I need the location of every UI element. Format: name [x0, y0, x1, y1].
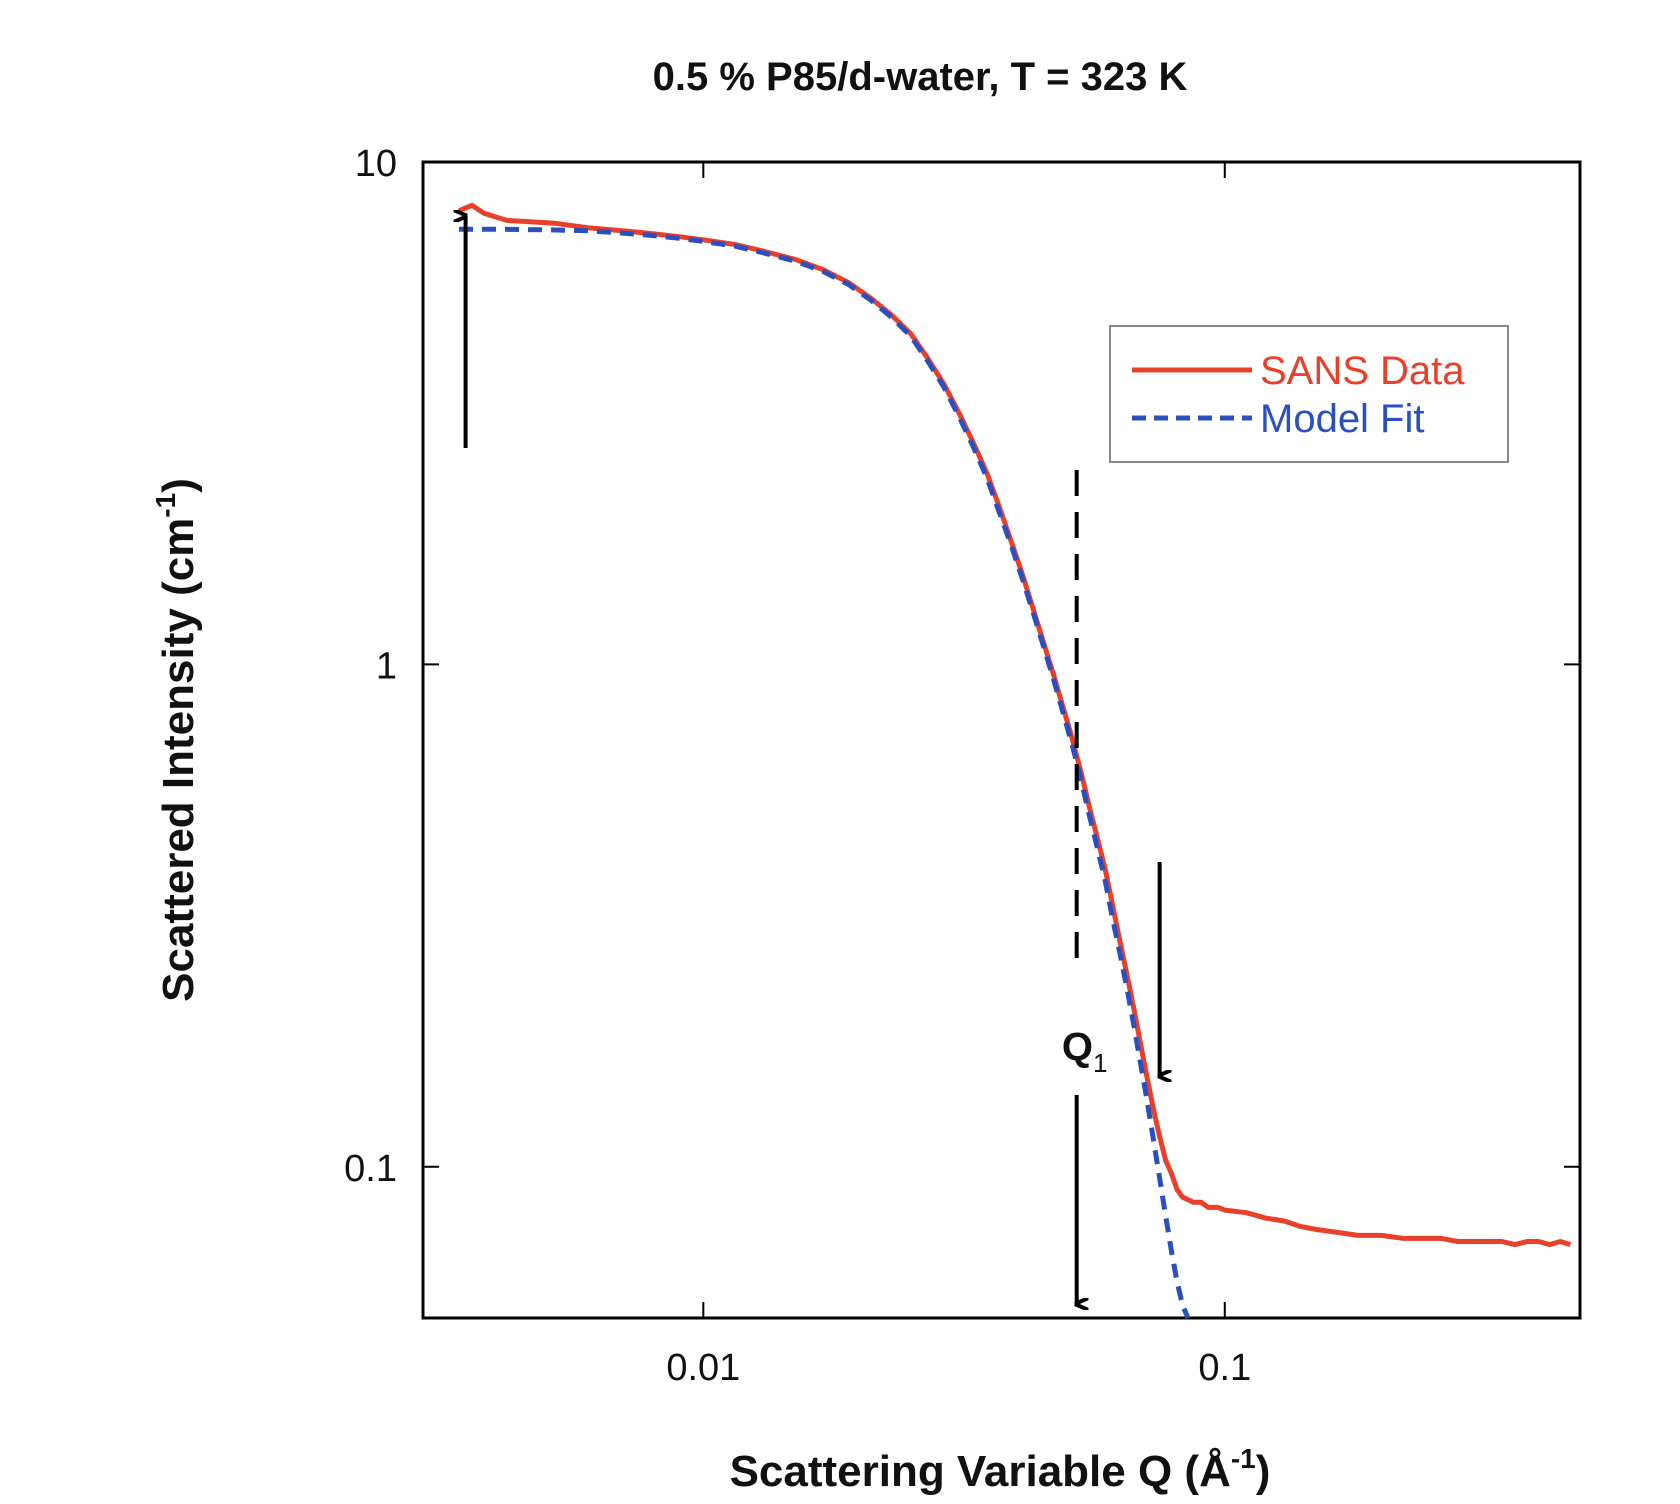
- legend: SANS Data Model Fit: [1109, 325, 1509, 463]
- x-ticks: 0.01 0.1: [666, 162, 1251, 1389]
- series-line-sans-data: [458, 202, 1572, 1248]
- legend-label-model-fit: Model Fit: [1260, 397, 1425, 441]
- y-axis-label: Scattered Intensity (cm-1): [150, 478, 203, 1002]
- x-axis-label-main: Scattering Variable Q (Å: [730, 1447, 1231, 1496]
- q1-label-sub: 1: [1093, 1048, 1107, 1078]
- y-axis-label-main: Scattered Intensity (cm: [154, 518, 203, 1002]
- x-axis-label-close: ): [1256, 1447, 1271, 1496]
- series-line-model-fit: [459, 226, 1191, 1319]
- plot-frame: [421, 160, 1582, 1320]
- series-layer: [458, 202, 1572, 1319]
- q1-label: Q1: [1062, 1025, 1108, 1078]
- q1-label-main: Q: [1062, 1025, 1093, 1069]
- chart-title: 0.5 % P85/d-water, T = 323 K: [653, 55, 1188, 99]
- legend-label-sans-data: SANS Data: [1260, 349, 1465, 393]
- x-tick-label-1: 0.1: [1198, 1347, 1251, 1389]
- legend-box: [1109, 325, 1509, 463]
- y-tick-label-0: 10: [355, 143, 397, 185]
- x-axis-label-sup: -1: [1231, 1443, 1256, 1474]
- y-axis-label-sup: -1: [150, 493, 181, 518]
- y-axis-label-close: ): [154, 478, 203, 493]
- x-tick-label-0: 0.01: [666, 1347, 740, 1389]
- y-ticks: 10 1 0.1: [344, 143, 1580, 1190]
- y-tick-label-2: 0.1: [344, 1148, 397, 1190]
- y-tick-label-1: 1: [376, 645, 397, 687]
- x-axis-label: Scattering Variable Q (Å-1): [730, 1443, 1271, 1496]
